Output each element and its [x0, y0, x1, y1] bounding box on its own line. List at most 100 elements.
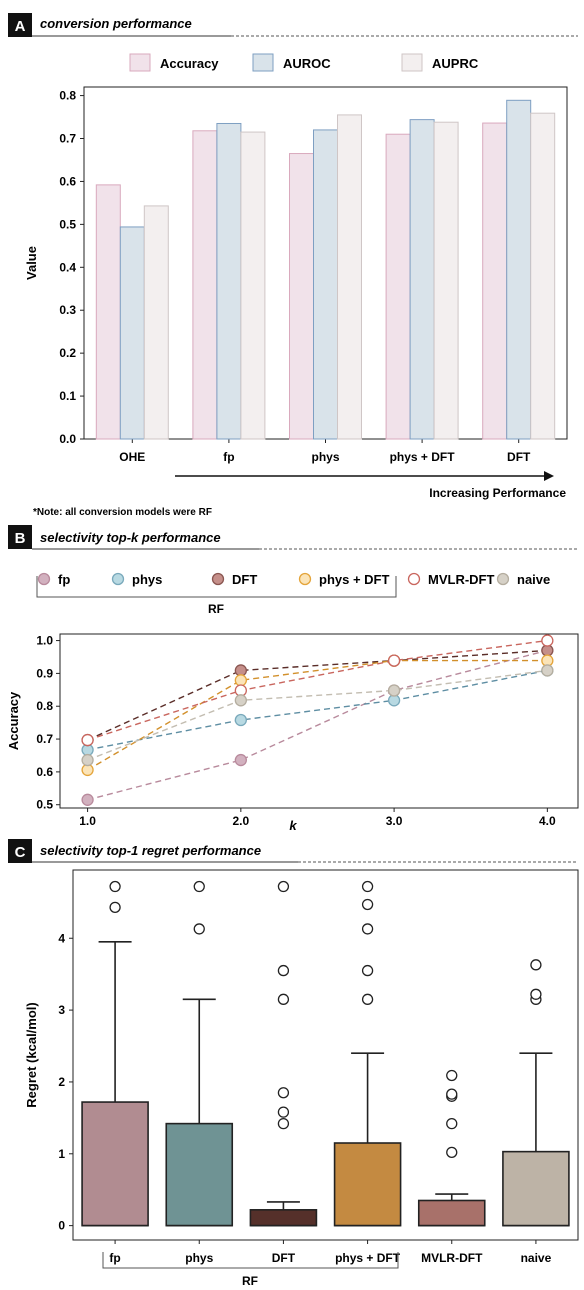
- x-tick-label: fp: [223, 450, 234, 464]
- bar-auroc-phys-dft: [409, 119, 435, 440]
- panel-a-note: *Note: all conversion models were RF: [33, 507, 212, 518]
- x-tick-label: DFT: [272, 1251, 296, 1265]
- box-dft: [249, 1209, 318, 1227]
- legend-label-accuracy: Accuracy: [160, 56, 219, 71]
- outlier-mvlr-dft: [446, 1146, 458, 1158]
- legend-label-phys-dft: phys + DFT: [319, 572, 389, 587]
- x-tick-label: 4.0: [539, 814, 556, 828]
- x-tick-label: phys: [185, 1251, 213, 1265]
- panel-c-rf-label: RF: [242, 1274, 258, 1288]
- point-naive-k3: [387, 684, 401, 697]
- bar-auroc-fp: [216, 122, 242, 440]
- panel-b-rf-label: RF: [208, 602, 224, 616]
- y-tick-label: 0.4: [59, 260, 76, 274]
- panel-a-arrow: Increasing Performance: [175, 471, 566, 500]
- panel-c-letter-box: [8, 839, 32, 863]
- panel-a-chart: 0.0 0.1 0.2 0.3 0.4 0.5 0.6 0.7 0.8 Value OHE fp phy…: [24, 86, 568, 464]
- panel-a-title: conversion performance: [40, 16, 192, 31]
- bar-accuracy-ohe: [95, 184, 121, 440]
- legend-label-phys: phys: [132, 572, 162, 587]
- bar-accuracy-phys: [289, 153, 314, 440]
- bar-auprc-phys: [337, 114, 362, 440]
- outlier-dft: [277, 880, 290, 893]
- outlier-phys-dft: [361, 923, 374, 935]
- series-line-dft: [87, 649, 548, 741]
- y-axis-label: Accuracy: [6, 691, 21, 750]
- x-tick-label: naive: [521, 1251, 552, 1265]
- point-naive-k2: [234, 694, 247, 707]
- box-phys: [165, 1122, 234, 1227]
- plot-frame: [59, 633, 579, 809]
- y-tick-label: 0.1: [59, 389, 76, 403]
- y-tick-label: 0.7: [36, 732, 53, 746]
- y-tick-label: 0.5: [59, 217, 76, 231]
- legend-label-fp: fp: [58, 572, 70, 587]
- series-line-naive: [87, 669, 548, 761]
- panel-c-rf-bracket: RF: [102, 1252, 399, 1288]
- outlier-phys: [193, 880, 205, 893]
- bar-auprc-ohe: [143, 205, 169, 440]
- x-tick-label: OHE: [119, 450, 145, 464]
- legend-marker-phys: [111, 572, 125, 586]
- y-tick-label: 0.6: [59, 174, 76, 188]
- outlier-dft: [277, 1087, 290, 1099]
- outlier-phys-dft: [361, 898, 374, 911]
- x-tick-label: MVLR-DFT: [421, 1251, 483, 1265]
- legend-marker-mvlr-dft: [407, 572, 421, 586]
- legend-label-auprc: AUPRC: [432, 56, 479, 71]
- series-line-phys-dft: [87, 659, 548, 771]
- y-axis-label: Regret (kcal/mol): [24, 1002, 39, 1107]
- plot-frame: [72, 869, 579, 1241]
- panel-c-title: selectivity top-1 regret performance: [40, 843, 261, 858]
- y-tick-label: 0.6: [36, 765, 53, 779]
- panel-b-title: selectivity top-k performance: [40, 530, 221, 545]
- outlier-dft: [277, 964, 290, 977]
- outlier-mvlr-dft: [446, 1088, 458, 1100]
- box-fp: [81, 1101, 149, 1227]
- legend-label-naive: naive: [517, 572, 550, 587]
- panel-b-header: B selectivity top-k performance: [8, 525, 578, 550]
- panel-c-header: C selectivity top-1 regret performance: [8, 839, 578, 863]
- legend-swatch-auprc: [401, 53, 423, 72]
- panel-b-letter: B: [15, 530, 26, 547]
- outlier-phys-dft: [361, 964, 374, 977]
- x-tick-label: 2.0: [232, 814, 249, 828]
- bar-accuracy-fp: [192, 130, 218, 440]
- point-phys-dft-k2: [234, 674, 247, 687]
- outlier-naive: [530, 959, 542, 971]
- bar-auroc-ohe: [119, 226, 145, 440]
- x-tick-label: phys: [311, 450, 339, 464]
- arrow-label: Increasing Performance: [429, 486, 566, 500]
- y-tick-label: 0.8: [36, 699, 53, 713]
- point-mvlr-dft-k3: [387, 654, 401, 667]
- panel-a-legend: Accuracy AUROC AUPRC: [129, 53, 479, 72]
- y-tick-label: 0.0: [59, 432, 76, 446]
- x-tick-label: phys + DFT: [390, 450, 456, 464]
- x-tick-label: 1.0: [79, 814, 96, 828]
- y-axis-label: Value: [24, 246, 39, 280]
- panel-a-letter-box: [8, 13, 32, 37]
- bar-auroc-dft: [506, 99, 532, 440]
- y-tick-label: 0: [58, 1219, 65, 1233]
- series-line-fp: [87, 649, 548, 801]
- x-tick-label: DFT: [507, 450, 531, 464]
- outlier-mvlr-dft: [446, 1117, 458, 1130]
- y-tick-label: 0.2: [59, 346, 76, 360]
- y-tick-label: 2: [58, 1075, 65, 1089]
- box-mvlr-dft: [417, 1199, 486, 1227]
- outlier-mvlr-dft: [446, 1069, 458, 1082]
- panel-b-letter-box: [8, 525, 32, 549]
- outlier-fp: [109, 880, 121, 893]
- bar-accuracy-phys-dft: [385, 133, 411, 440]
- bar-auprc-phys-dft: [433, 121, 459, 440]
- panel-b-legend: fp phys DFT phys + DFT MVLR-DFT naive: [37, 572, 550, 587]
- legend-marker-naive: [496, 572, 510, 586]
- outlier-naive: [530, 988, 542, 1000]
- x-tick-label: phys + DFT: [335, 1251, 401, 1265]
- bar-auprc-dft: [530, 112, 556, 440]
- outlier-phys-dft: [361, 880, 374, 893]
- series-line-phys: [87, 669, 548, 751]
- outlier-phys: [193, 923, 205, 935]
- panel-c-letter: C: [15, 844, 26, 861]
